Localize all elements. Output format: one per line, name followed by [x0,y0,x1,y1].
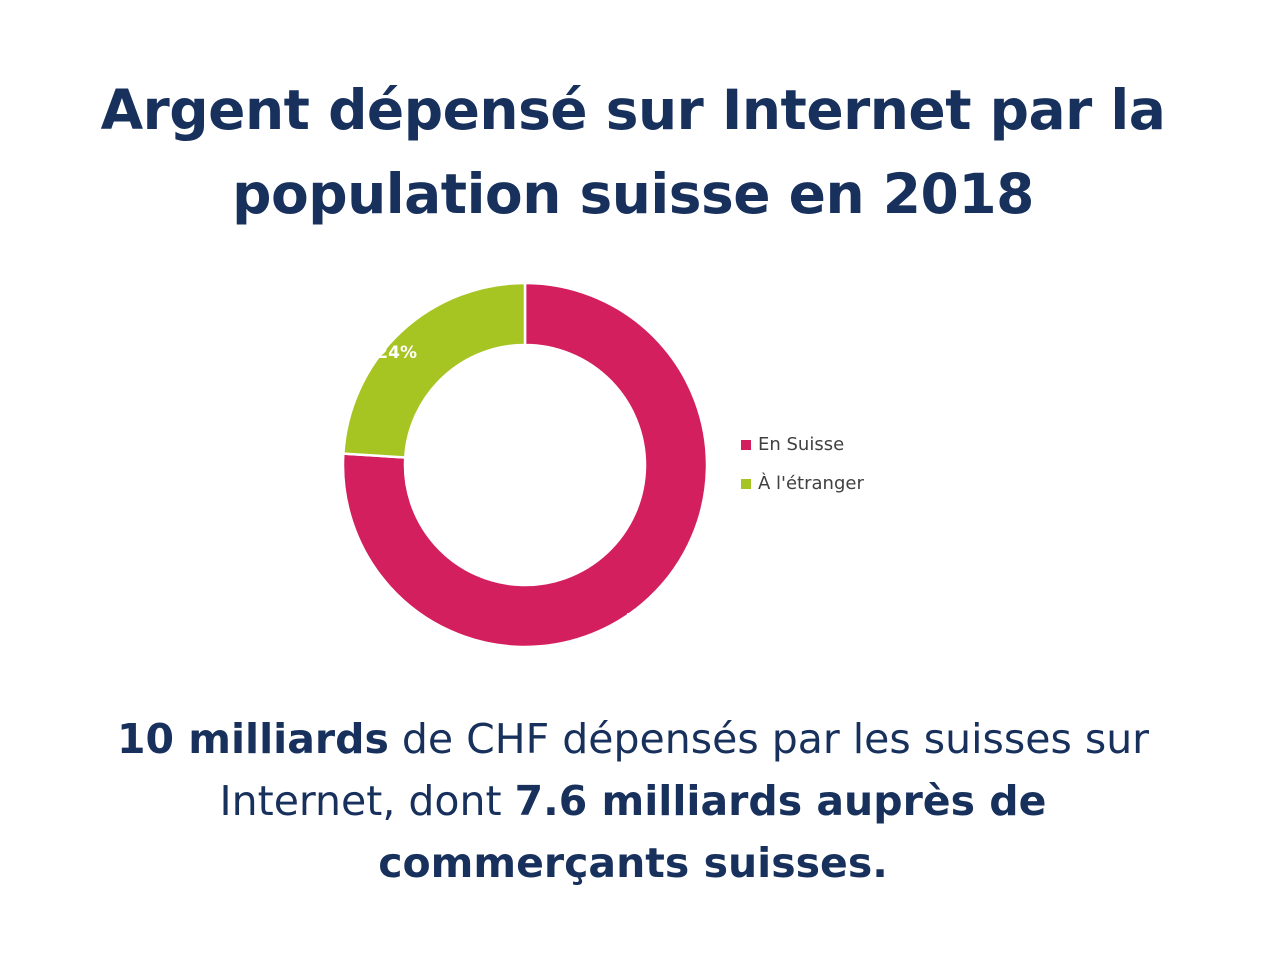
caption-line-1: 10 milliards de CHF dépensés par les sui… [40,708,1226,770]
legend-label-1: À l'étranger [758,472,864,494]
caption-swiss-amount: 7.6 milliards auprès de [514,777,1047,825]
chart-slices [341,281,709,649]
caption-line-2: Internet, dont 7.6 milliards auprès de [40,770,1226,832]
donut-slice-1 [342,281,527,459]
caption-total-amount: 10 milliards [116,715,389,763]
slice-label-0: 76% [626,610,667,630]
summary-caption: 10 milliards de CHF dépensés par les sui… [40,708,1226,894]
slice-label-1: 24% [376,343,417,363]
legend-label-0: En Suisse [758,434,844,455]
caption-line-3: commerçants suisses. [40,832,1226,894]
page-title: Argent dépensé sur Internet par la popul… [40,68,1226,236]
caption-line-2-text: Internet, dont [219,777,515,825]
caption-line-1-text: de CHF dépensés par les suisses sur [388,715,1150,763]
chart-slice-labels: 76% 24% [376,343,666,630]
legend-swatch-1 [741,479,751,489]
title-line-1: Argent dépensé sur Internet par la [100,78,1166,142]
donut-slice-0 [341,281,709,649]
chart-legend: En Suisse À l'étranger [741,434,864,494]
title-line-2: population suisse en 2018 [232,162,1034,226]
caption-line-3-text: commerçants suisses. [378,839,888,887]
legend-swatch-0 [741,440,751,450]
